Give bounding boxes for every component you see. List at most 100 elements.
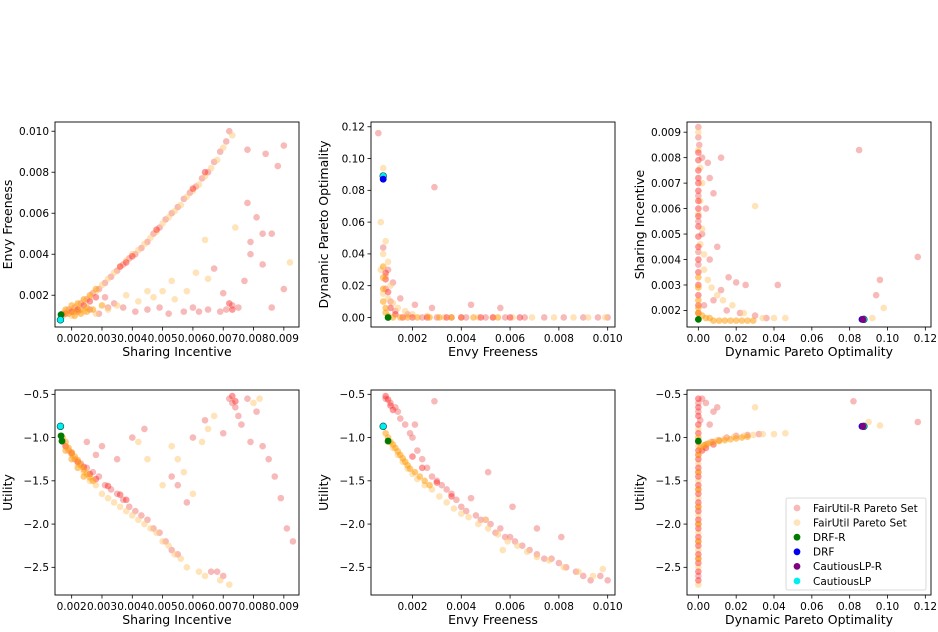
scatter-point-fairutil-r-dense	[384, 288, 392, 296]
scatter-point-fairutil	[147, 234, 154, 242]
x-tick-label: 0.004	[446, 601, 476, 613]
scatter-point-fairutil-r	[695, 218, 702, 225]
scatter-point-fairutil-r-dense	[128, 252, 136, 260]
x-tick-label: 0.008	[544, 601, 574, 613]
y-tick-label: 0.004	[19, 249, 49, 261]
scatter-point-fairutil-r	[706, 174, 713, 182]
scatter-point-fairutil	[144, 287, 151, 295]
scatter-point-fairutil	[700, 266, 708, 274]
scatter-point-fairutil-r	[253, 408, 260, 415]
scatter-point-fairutil	[770, 430, 778, 438]
scatter-point-fairutil-r	[704, 159, 712, 167]
scatter-point-fairutil-r	[521, 314, 529, 321]
scatter-point-fairutil-r	[244, 199, 251, 207]
scatter-point-fairutil	[759, 314, 766, 322]
scatter-point-fairutil-r	[195, 308, 203, 315]
x-tick-label: 0.010	[593, 333, 623, 345]
scatter-point-fairutil	[135, 298, 142, 305]
scatter-point-fairutil	[865, 418, 872, 426]
scatter-point-fairutil-r-dense	[418, 464, 426, 472]
scatter-point-fairutil-r-dense	[695, 187, 702, 195]
scatter-point-fairutil	[141, 520, 148, 528]
x-tick-label: 0.10	[876, 601, 899, 613]
scatter-point-fairutil-r-dense	[433, 479, 441, 486]
x-tick-label: 0.004	[117, 333, 147, 345]
scatter-point-fairutil-r	[156, 304, 163, 311]
scatter-point-fairutil	[704, 276, 712, 284]
scatter-point-fairutil-r	[695, 123, 702, 131]
x-tick-label: 0.002	[397, 601, 427, 613]
scatter-point-fairutil-dense	[62, 447, 69, 454]
scatter-point-fairutil-r	[119, 304, 127, 311]
x-tick-label: 0.003	[87, 333, 117, 345]
scatter-point-fairutil-r	[95, 473, 103, 480]
scatter-point-fairutil-r-dense	[382, 392, 389, 400]
scatter-point-fairutil-dense	[68, 455, 75, 463]
scatter-point-cautiouslp-r	[859, 422, 867, 430]
scatter-point-fairutil	[189, 490, 197, 498]
scatter-point-fairutil-r-dense	[695, 421, 702, 428]
scatter-point-fairutil-dense	[704, 440, 712, 447]
x-tick-label: 0.003	[87, 601, 117, 613]
y-tick-label: 0.008	[651, 152, 681, 164]
scatter-point-fairutil-dense	[379, 263, 387, 270]
scatter-point-fairutil-r	[259, 230, 266, 238]
scatter-point-fairutil-dense	[74, 464, 82, 472]
scatter-point-fairutil-r	[751, 312, 759, 319]
scatter-point-fairutil-dense	[411, 468, 419, 476]
scatter-point-fairutil	[696, 240, 704, 248]
x-tick-label: 0.005	[148, 601, 178, 613]
scatter-point-fairutil	[104, 306, 112, 313]
subplot-2: 0.002 0.004 0.006 0.008 0.010 0.00 0.02 0.04 0.0…	[316, 121, 623, 359]
x-tick-label: 0.008	[239, 601, 269, 613]
scatter-point-fairutil	[384, 295, 392, 302]
scatter-point-fairutil-r-dense	[448, 493, 455, 500]
scatter-point-fairutil-r	[695, 261, 702, 268]
scatter-point-fairutil	[770, 314, 778, 322]
legend-marker-fairutil-r	[793, 504, 801, 512]
scatter-point-fairutil-dense	[406, 465, 414, 473]
scatter-point-fairutil	[286, 259, 294, 266]
legend-marker-cautiouslp-r	[793, 563, 801, 570]
subplot-1: 0.002 0.003 0.004 0.005 0.006 0.007 0.008 0.009…	[0, 121, 300, 359]
x-axis-label: Envy Freeness	[448, 612, 538, 627]
scatter-point-fairutil-r	[501, 314, 509, 321]
scatter-point-fairutil-r	[219, 429, 227, 437]
x-tick-label: 0.06	[800, 601, 824, 613]
legend-marker-fairutil	[793, 519, 801, 526]
scatter-point-fairutil-r-dense	[695, 577, 702, 584]
scatter-point-fairutil	[116, 263, 124, 270]
scatter-point-fairutil	[98, 490, 106, 498]
scatter-point-fairutil-dense	[379, 298, 387, 305]
scatter-point-fairutil-r-dense	[695, 205, 702, 212]
scatter-points	[379, 392, 611, 584]
y-axis-label: Utility	[316, 474, 331, 511]
scatter-point-fairutil	[509, 314, 516, 321]
scatter-point-fairutil	[409, 310, 416, 318]
scatter-point-drf	[379, 175, 387, 183]
scatter-point-fairutil-dense	[74, 300, 82, 307]
scatter-point-fairutil-r-dense	[92, 293, 100, 301]
y-tick-label: 0.005	[651, 229, 681, 241]
scatter-point-fairutil	[489, 314, 497, 321]
scatter-point-fairutil-dense	[695, 503, 702, 511]
scatter-point-fairutil-dense	[715, 317, 723, 324]
scatter-point-fairutil-r	[453, 496, 460, 504]
y-tick-label: 0.007	[651, 178, 681, 190]
scatter-point-fairutil-r	[247, 238, 254, 246]
scatter-point-fairutil-r-dense	[229, 306, 236, 313]
scatter-point-fairutil-r	[387, 399, 394, 407]
scatter-point-fairutil-dense	[721, 436, 729, 444]
scatter-point-fairutil-r	[428, 473, 436, 480]
scatter-point-fairutil-dense	[426, 314, 433, 321]
scatter-point-fairutil-r	[914, 253, 922, 261]
scatter-point-fairutil-r	[695, 572, 702, 580]
scatter-point-fairutil-r	[717, 154, 725, 161]
scatter-point-fairutil	[740, 309, 748, 317]
scatter-point-fairutil-r	[695, 141, 703, 149]
scatter-point-fairutil-r	[855, 146, 863, 154]
scatter-point-fairutil-r	[210, 265, 218, 272]
scatter-point-fairutil-r-dense	[516, 314, 524, 321]
scatter-point-fairutil-r-dense	[695, 149, 702, 156]
scatter-point-fairutil	[135, 516, 142, 524]
